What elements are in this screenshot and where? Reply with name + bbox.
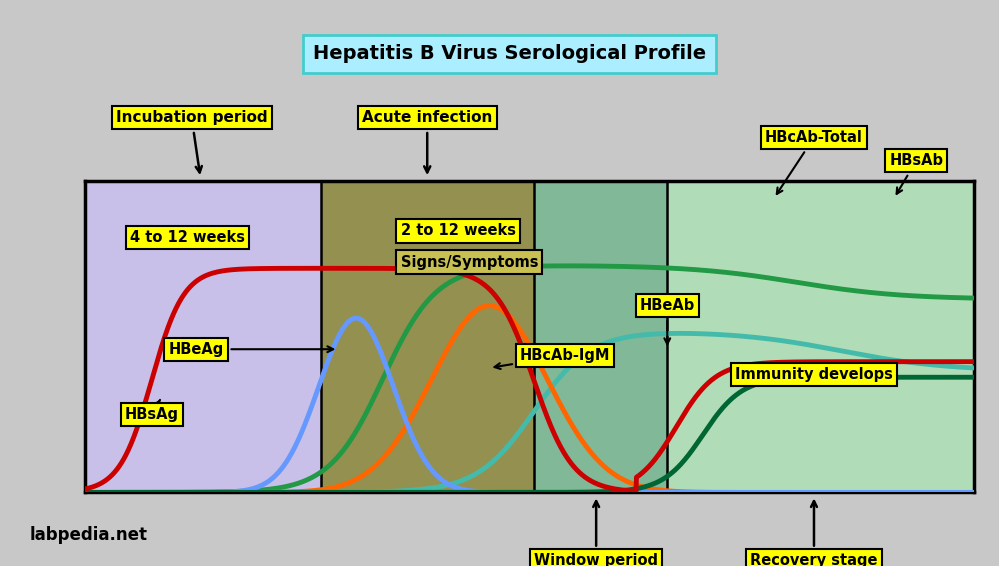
- Bar: [667, 181, 974, 492]
- Text: HBeAb: HBeAb: [639, 298, 695, 344]
- Bar: [85, 181, 321, 492]
- Text: Immunity develops: Immunity develops: [735, 367, 893, 381]
- Text: Acute infection: Acute infection: [362, 110, 493, 173]
- Text: 2 to 12 weeks: 2 to 12 weeks: [401, 224, 515, 238]
- Text: labpedia.net: labpedia.net: [30, 526, 148, 544]
- Text: Hepatitis B Virus Serological Profile: Hepatitis B Virus Serological Profile: [313, 44, 706, 63]
- Text: HBcAb-IgM: HBcAb-IgM: [495, 348, 610, 369]
- Bar: [533, 181, 667, 492]
- Text: HBsAb: HBsAb: [889, 153, 943, 194]
- Bar: [321, 181, 533, 492]
- Text: Recovery stage: Recovery stage: [750, 501, 878, 566]
- Text: HBcAb-Total: HBcAb-Total: [765, 130, 863, 194]
- Text: Incubation period: Incubation period: [116, 110, 268, 173]
- Text: Window period: Window period: [534, 501, 658, 566]
- Text: HBsAg: HBsAg: [125, 400, 179, 422]
- Text: 4 to 12 weeks: 4 to 12 weeks: [130, 230, 245, 245]
- Text: HBeAg: HBeAg: [169, 342, 334, 357]
- Text: Signs/Symptoms: Signs/Symptoms: [401, 255, 538, 269]
